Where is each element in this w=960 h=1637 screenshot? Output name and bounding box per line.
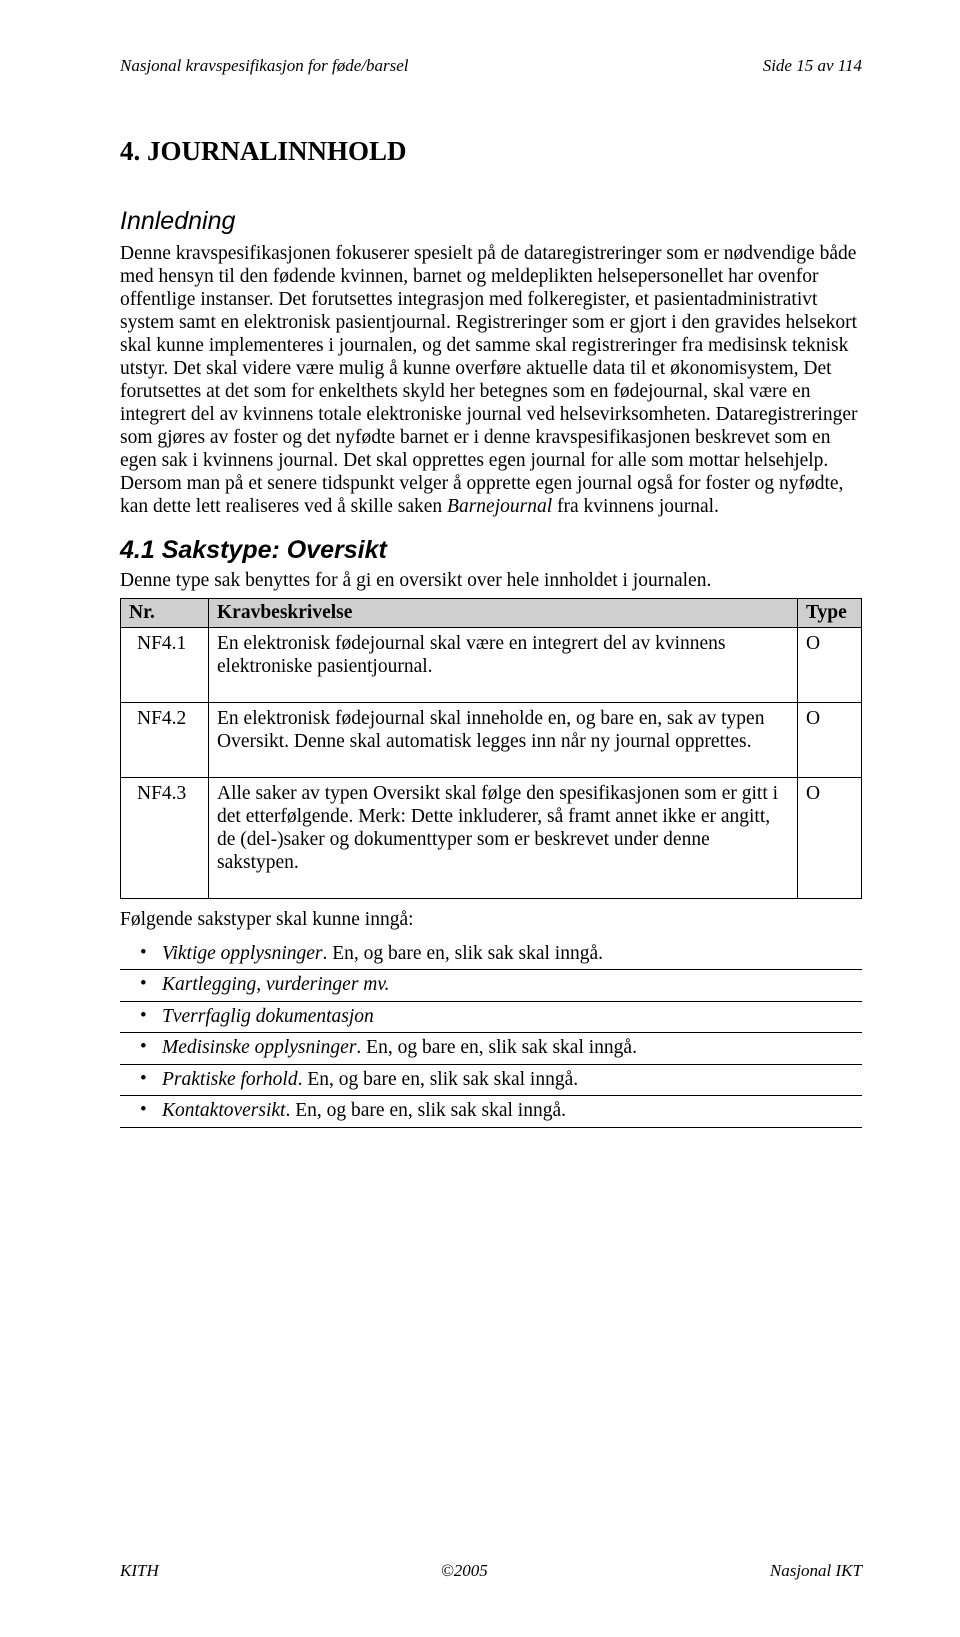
list-item-ital: Praktiske forhold: [162, 1069, 298, 1090]
cell-desc: En elektronisk fødejournal skal innehold…: [209, 703, 798, 778]
list-item: Tverrfaglig dokumentasjon: [120, 1002, 862, 1033]
header-right: Side 15 av 114: [763, 56, 862, 76]
bullet-list: Viktige opplysninger. En, og bare en, sl…: [140, 939, 862, 1128]
footer-left: KITH: [120, 1561, 159, 1581]
intro-paragraph: Denne kravspesifikasjonen fokuserer spes…: [120, 242, 862, 518]
header-left: Nasjonal kravspesifikasjon for føde/bars…: [120, 56, 409, 76]
chapter-title: 4. JOURNALINNHOLD: [120, 136, 862, 167]
th-desc: Kravbeskrivelse: [209, 599, 798, 628]
table-row: NF4.3 Alle saker av typen Oversikt skal …: [121, 778, 862, 899]
cell-nr: NF4.1: [121, 628, 209, 703]
cell-desc-pre: En elektronisk fødejournal skal innehold…: [217, 708, 764, 729]
below-table-text: Følgende sakstyper skal kunne inngå:: [120, 909, 862, 931]
list-item-ital: Viktige opplysninger: [162, 943, 322, 964]
page-header: Nasjonal kravspesifikasjon for føde/bars…: [120, 56, 862, 76]
cell-desc-ital: Oversikt: [217, 731, 284, 752]
intro-text-ital: Barnejournal: [447, 496, 552, 517]
cell-desc-ital: Oversikt: [373, 783, 440, 804]
list-item: Medisinske opplysninger. En, og bare en,…: [120, 1033, 862, 1064]
cell-nr: NF4.3: [121, 778, 209, 899]
list-item-rest: . En, og bare en, slik sak skal inngå.: [298, 1069, 579, 1090]
list-item-rest: . En, og bare en, slik sak skal inngå.: [322, 943, 603, 964]
th-nr: Nr.: [121, 599, 209, 628]
list-item-rest: . En, og bare en, slik sak skal inngå.: [356, 1037, 637, 1058]
list-item-ital: Kontaktoversikt: [162, 1100, 285, 1121]
table-row: NF4.2 En elektronisk fødejournal skal in…: [121, 703, 862, 778]
list-item-rest: . En, og bare en, slik sak skal inngå.: [285, 1100, 566, 1121]
cell-desc-pre: Alle saker av typen: [217, 783, 373, 804]
cell-nr: NF4.2: [121, 703, 209, 778]
table-row: NF4.1 En elektronisk fødejournal skal væ…: [121, 628, 862, 703]
list-item: Praktiske forhold. En, og bare en, slik …: [120, 1065, 862, 1096]
cell-type: O: [798, 628, 862, 703]
intro-text-pre: Denne kravspesifikasjonen fokuserer spes…: [120, 243, 858, 517]
section-4-1-heading: 4.1 Sakstype: Oversikt: [120, 536, 862, 565]
document-page: Nasjonal kravspesifikasjon for føde/bars…: [0, 0, 960, 1637]
footer-center: ©2005: [441, 1561, 488, 1581]
intro-heading: Innledning: [120, 207, 862, 236]
intro-text-post: fra kvinnens journal.: [552, 496, 719, 517]
list-item-ital: Kartlegging, vurderinger mv.: [162, 974, 389, 995]
list-item-ital: Tverrfaglig dokumentasjon: [162, 1006, 374, 1027]
section-4-1-intro: Denne type sak benyttes for å gi en over…: [120, 569, 862, 592]
cell-desc-post: . Denne skal automatisk legges inn når n…: [284, 731, 751, 752]
cell-type: O: [798, 703, 862, 778]
cell-type: O: [798, 778, 862, 899]
list-item: Viktige opplysninger. En, og bare en, sl…: [120, 939, 862, 970]
th-type: Type: [798, 599, 862, 628]
page-footer: KITH ©2005 Nasjonal IKT: [120, 1561, 862, 1581]
list-item: Kartlegging, vurderinger mv.: [120, 970, 862, 1001]
cell-desc: En elektronisk fødejournal skal være en …: [209, 628, 798, 703]
footer-right: Nasjonal IKT: [770, 1561, 862, 1581]
requirements-table: Nr. Kravbeskrivelse Type NF4.1 En elektr…: [120, 598, 862, 899]
list-item-ital: Medisinske opplysninger: [162, 1037, 356, 1058]
list-item: Kontaktoversikt. En, og bare en, slik sa…: [120, 1096, 862, 1127]
table-header-row: Nr. Kravbeskrivelse Type: [121, 599, 862, 628]
cell-desc: Alle saker av typen Oversikt skal følge …: [209, 778, 798, 899]
